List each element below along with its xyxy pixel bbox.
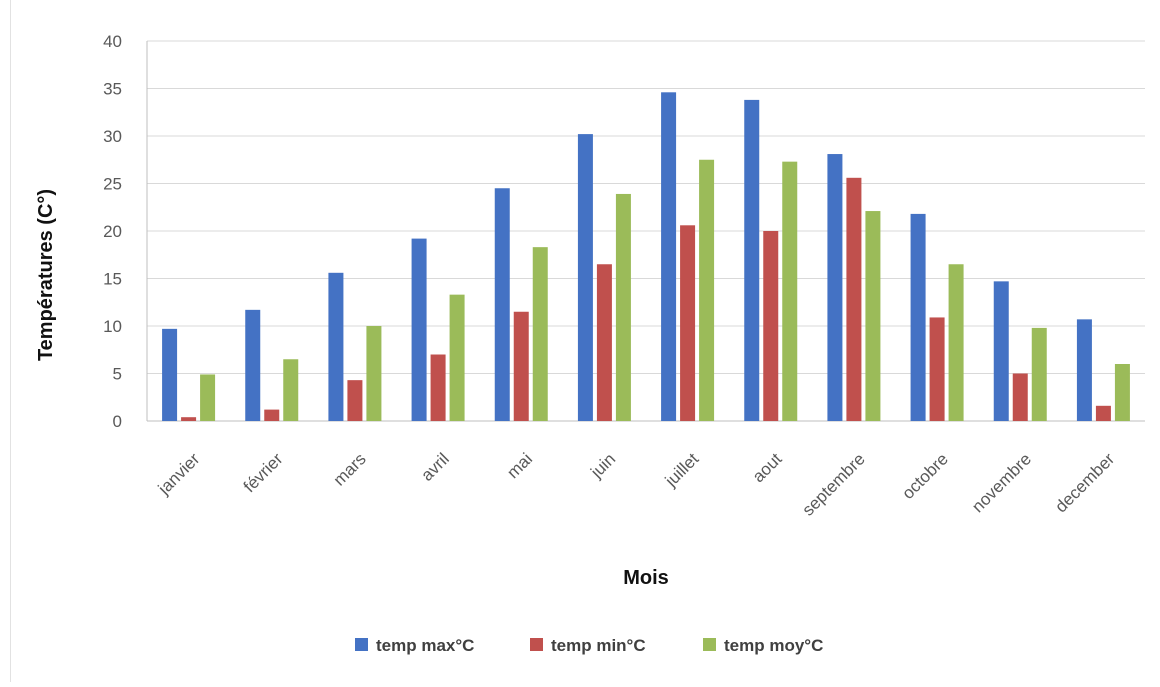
y-tick-label: 15 — [103, 270, 122, 289]
bar-temp-moy-c-1 — [283, 359, 299, 421]
legend-swatch — [530, 638, 543, 651]
y-tick-label: 20 — [103, 222, 122, 241]
bar-temp-moy-c-5 — [615, 193, 631, 421]
bar-temp-max-c-5 — [577, 134, 593, 421]
bar-temp-max-c-9 — [910, 213, 926, 421]
x-tick-label: février — [240, 449, 287, 496]
x-tick-label: mars — [330, 449, 370, 489]
bar-temp-max-c-6 — [661, 92, 677, 422]
x-tick-label: december — [1051, 449, 1118, 516]
gridlines — [147, 40, 1145, 374]
bar-temp-min-c-8 — [846, 177, 862, 421]
y-tick-label: 35 — [103, 80, 122, 99]
left-border-rule — [10, 0, 11, 682]
legend-label: temp max°C — [376, 636, 474, 655]
bar-temp-max-c-7 — [744, 99, 760, 422]
y-tick-labels: 0 5 10 15 20 25 30 35 40 — [103, 32, 122, 431]
bar-temp-moy-c-10 — [1031, 327, 1047, 421]
bar-temp-max-c-10 — [993, 281, 1009, 421]
bar-temp-moy-c-3 — [449, 294, 465, 421]
bar-temp-max-c-11 — [1076, 319, 1092, 421]
y-tick-label: 30 — [103, 127, 122, 146]
x-tick-label: avril — [417, 449, 452, 484]
bar-temp-min-c-2 — [347, 380, 363, 421]
bar-temp-min-c-0 — [181, 417, 197, 421]
legend-label: temp min°C — [551, 636, 646, 655]
bar-temp-min-c-5 — [596, 264, 612, 421]
y-axis-title: Températures (C°) — [35, 189, 57, 361]
x-tick-label: juillet — [661, 449, 703, 491]
bars — [162, 92, 1130, 422]
y-tick-label: 10 — [103, 317, 122, 336]
legend: temp max°C temp min°C temp moy°C — [355, 636, 823, 655]
bar-temp-max-c-3 — [411, 238, 427, 421]
legend-swatch — [355, 638, 368, 651]
x-tick-label: septembre — [799, 449, 869, 519]
bar-temp-min-c-6 — [680, 225, 696, 421]
y-tick-label: 5 — [113, 365, 122, 384]
bar-temp-min-c-10 — [1012, 373, 1028, 421]
x-tick-label: juin — [586, 449, 619, 482]
bar-temp-moy-c-4 — [532, 247, 548, 421]
bar-temp-moy-c-7 — [782, 161, 798, 421]
bar-temp-min-c-1 — [264, 409, 280, 421]
bar-temp-moy-c-11 — [1114, 364, 1130, 421]
bar-temp-min-c-4 — [513, 311, 529, 421]
bar-temp-max-c-1 — [245, 309, 261, 421]
y-tick-label: 25 — [103, 175, 122, 194]
x-tick-label: aout — [749, 449, 786, 486]
bar-temp-max-c-8 — [827, 154, 843, 422]
bar-temp-moy-c-6 — [699, 159, 715, 421]
x-tick-labels: janvier février mars avril mai juin juillet aou… — [154, 449, 1119, 519]
y-tick-label: 40 — [103, 32, 122, 51]
bar-temp-min-c-9 — [929, 317, 945, 421]
x-tick-label: octobre — [898, 449, 952, 503]
bar-temp-max-c-0 — [162, 328, 178, 421]
x-tick-label: mai — [503, 449, 536, 482]
bar-temp-moy-c-0 — [200, 374, 216, 421]
bar-temp-max-c-4 — [494, 188, 510, 421]
legend-swatch — [703, 638, 716, 651]
bar-temp-moy-c-8 — [865, 211, 881, 421]
x-axis-title: Mois — [623, 567, 669, 589]
y-tick-label: 0 — [113, 412, 122, 431]
x-tick-label: novembre — [968, 449, 1035, 516]
bar-temp-min-c-11 — [1095, 405, 1111, 421]
bar-temp-min-c-7 — [763, 231, 779, 421]
bar-temp-max-c-2 — [328, 272, 344, 421]
bar-temp-moy-c-9 — [948, 264, 964, 421]
bar-temp-min-c-3 — [430, 354, 446, 421]
bar-temp-moy-c-2 — [366, 326, 382, 421]
x-tick-label: janvier — [154, 449, 204, 499]
legend-label: temp moy°C — [724, 636, 823, 655]
